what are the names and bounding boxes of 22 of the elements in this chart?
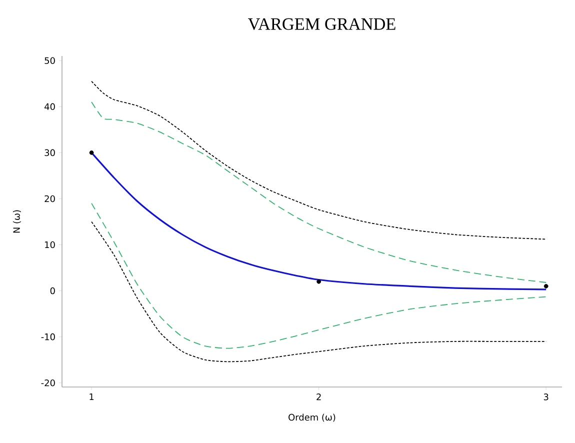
point (544, 284, 548, 288)
x-axis-title: Ordem (ω) (288, 414, 336, 422)
y-axis-title: N (ω) (12, 210, 21, 233)
y-tick-label: 50 (44, 57, 55, 64)
line-series (91, 80, 547, 240)
chart-title: VARGEM GRANDE (248, 18, 396, 30)
y-tick-label: -10 (41, 333, 55, 340)
point (316, 279, 322, 284)
y-tick-label: 20 (44, 195, 55, 202)
y-tick-label: -20 (41, 379, 55, 386)
y-tick-label: 10 (45, 241, 55, 248)
line-series (91, 221, 547, 362)
line-series (91, 102, 547, 283)
x-tick-label: 3 (544, 394, 548, 400)
x-tick-label: 2 (316, 394, 321, 400)
line-series (90, 152, 547, 290)
point (89, 150, 94, 155)
x-tick-label: 1 (90, 394, 94, 400)
y-tick-label: 0 (50, 287, 55, 294)
y-tick-label: 40 (44, 103, 55, 110)
y-tick-label: 30 (44, 149, 55, 156)
line-series (91, 202, 547, 349)
